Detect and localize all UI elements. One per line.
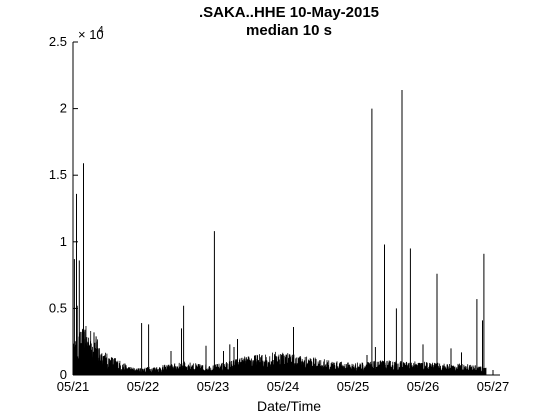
y-tick-label-2: 1 xyxy=(60,234,67,249)
x-tick-label-5: 05/26 xyxy=(407,379,440,394)
plot-background xyxy=(73,42,500,375)
x-tick-label-1: 05/22 xyxy=(127,379,160,394)
series-layer xyxy=(72,89,487,376)
chart-subtitle: median 10 s xyxy=(246,22,332,39)
y-tick-label-4: 2 xyxy=(60,101,67,116)
y-tick-label-5: 2.5 xyxy=(49,34,67,49)
y-tick-label-0: 0 xyxy=(60,367,67,382)
x-tick-label-2: 05/23 xyxy=(197,379,230,394)
tick-labels: 05/21 05/22 05/23 05/24 05/25 05/26 05/27 0 0.5 1… xyxy=(49,34,509,394)
plot-area xyxy=(73,42,500,375)
x-axis-label: Date/Time xyxy=(257,398,321,414)
y-multiplier-label: × 10 xyxy=(78,27,104,42)
x-tick-label-4: 05/25 xyxy=(337,379,370,394)
x-tick-label-0: 05/21 xyxy=(57,379,90,394)
x-tick-label-6: 05/27 xyxy=(477,379,510,394)
axes xyxy=(72,42,500,376)
y-tick-label-3: 1.5 xyxy=(49,167,67,182)
chart-title: .SAKA..HHE 10-May-2015 xyxy=(199,4,379,21)
x-tick-label-3: 05/24 xyxy=(267,379,300,394)
y-multiplier-exponent: 4 xyxy=(98,25,104,36)
y-tick-label-1: 0.5 xyxy=(49,300,67,315)
